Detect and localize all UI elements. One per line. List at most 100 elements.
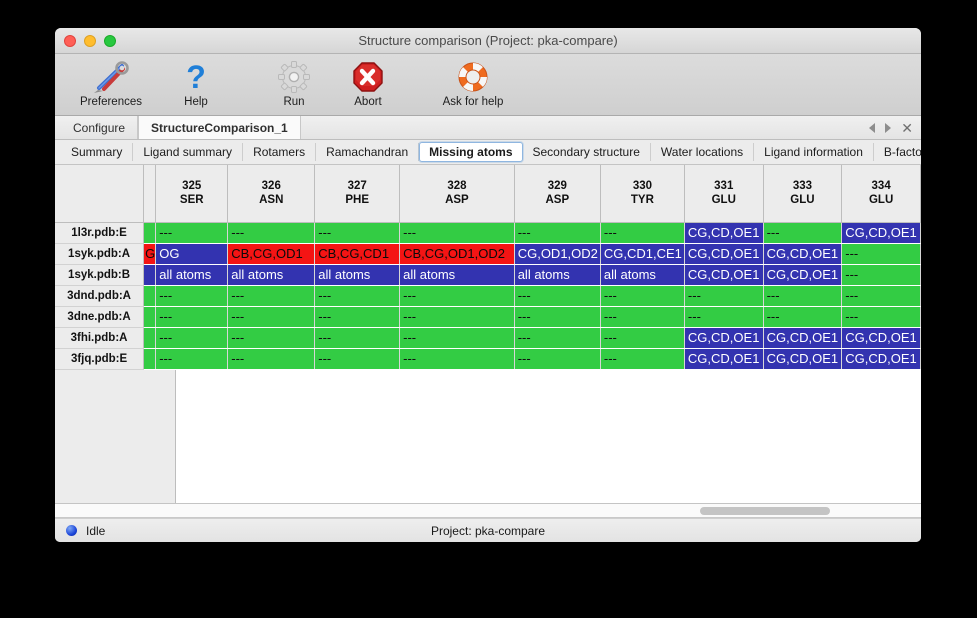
table-row[interactable]: 1l3r.pdb:E --- --- --- --- --- --- CG,CD,OE1 ---… [55,222,921,244]
table-cell[interactable]: --- [314,306,401,328]
table-cell[interactable]: CB,CG,OD1,OD2 [399,243,515,265]
minimize-window-button[interactable] [84,35,96,47]
table-cell[interactable]: CG,CD,OE1 [763,327,843,349]
column-header-327[interactable]: 327 PHE [314,165,401,223]
table-row[interactable]: 1syk.pdb:A G OG CB,CG,OD1 CB,CG,CD1 CB,CG,OD1… [55,243,921,265]
table-cell[interactable]: all atoms [600,264,685,286]
tab-ligand-summary[interactable]: Ligand summary [133,143,244,161]
table-cell[interactable]: --- [514,348,601,370]
table-cell[interactable]: --- [314,348,401,370]
table-cell[interactable]: --- [763,222,843,244]
table-cell[interactable]: --- [314,285,401,307]
tab-water-locations[interactable]: Water locations [651,143,755,161]
table-cell[interactable]: CB,CG,CD1 [314,243,401,265]
table-cell[interactable]: all atoms [399,264,515,286]
table-cell[interactable]: --- [684,306,764,328]
column-header-326[interactable]: 326 ASN [227,165,316,223]
table-cell[interactable]: --- [399,327,515,349]
tab-missing-atoms[interactable]: Missing atoms [419,142,523,162]
table-cell[interactable]: CG,CD,OE1 [763,243,843,265]
table-cell[interactable]: CG,CD,OE1 [684,327,764,349]
table-cell[interactable]: CG,CD,OE1 [684,348,764,370]
table-cell[interactable]: --- [600,222,685,244]
table-cell[interactable]: --- [841,264,921,286]
table-cell[interactable]: --- [155,222,229,244]
table-cell[interactable]: CG,CD1,CE1 [600,243,685,265]
tab-rotamers[interactable]: Rotamers [243,143,317,161]
table-cell[interactable]: CG,CD,OE1 [763,348,843,370]
table-cell[interactable] [143,285,157,307]
table-cell[interactable] [143,222,157,244]
tab-ramachandran[interactable]: Ramachandran [316,143,420,161]
table-cell[interactable]: --- [600,327,685,349]
row-header-3fhi-pdb-a[interactable]: 3fhi.pdb:A [55,327,145,349]
table-cell[interactable]: --- [155,306,229,328]
table-cell[interactable]: CG,CD,OE1 [684,264,764,286]
close-icon[interactable]: ✕ [901,119,913,136]
table-cell[interactable]: --- [155,348,229,370]
table-cell[interactable]: all atoms [155,264,229,286]
table-cell[interactable]: --- [227,306,316,328]
column-header-329[interactable]: 329 ASP [514,165,601,223]
ask-for-help-button[interactable]: Ask for help [425,57,521,108]
table-cell[interactable]: --- [514,306,601,328]
column-header-333[interactable]: 333 GLU [763,165,843,223]
next-icon[interactable] [885,122,892,133]
column-header-328[interactable]: 328 ASP [399,165,515,223]
table-cell[interactable]: --- [314,327,401,349]
tab-b-factors[interactable]: B-factors [874,143,921,161]
column-header-331[interactable]: 331 GLU [684,165,764,223]
table-cell[interactable]: --- [227,348,316,370]
row-header-3dnd-pdb-a[interactable]: 3dnd.pdb:A [55,285,145,307]
table-cell[interactable]: --- [399,306,515,328]
table-cell[interactable]: --- [514,327,601,349]
tab-structurecomparison-1[interactable]: StructureComparison_1 [138,116,301,139]
table-cell[interactable]: CB,CG,OD1 [227,243,316,265]
table-cell[interactable]: all atoms [227,264,316,286]
table-row[interactable]: 3dne.pdb:A --- --- --- --- --- --- --- --- --- [55,306,921,328]
table-cell[interactable]: CG,OD1,OD2 [514,243,601,265]
column-header-334[interactable]: 334 GLU [841,165,921,223]
help-button[interactable]: ? Help [159,57,233,108]
table-cell[interactable]: --- [600,348,685,370]
abort-button[interactable]: Abort [331,57,405,108]
table-cell[interactable]: --- [227,285,316,307]
table-cell[interactable]: --- [841,285,921,307]
zoom-window-button[interactable] [104,35,116,47]
table-row[interactable]: 3fhi.pdb:A --- --- --- --- --- --- CG,CD,OE1 CG,… [55,327,921,349]
table-cell[interactable]: --- [600,306,685,328]
table-row[interactable]: 1syk.pdb:B all atoms all atoms all atoms all… [55,264,921,286]
table-cell[interactable]: --- [514,285,601,307]
table-cell[interactable]: --- [841,306,921,328]
tab-secondary-structure[interactable]: Secondary structure [523,143,651,161]
table-cell[interactable]: --- [314,222,401,244]
table-cell[interactable]: --- [155,285,229,307]
row-header-3dne-pdb-a[interactable]: 3dne.pdb:A [55,306,145,328]
table-cell[interactable]: --- [399,222,515,244]
row-header-3fjq-pdb-e[interactable]: 3fjq.pdb:E [55,348,145,370]
table-cell[interactable]: CG,CD,OE1 [841,222,921,244]
prev-icon[interactable] [869,122,876,133]
close-window-button[interactable] [64,35,76,47]
table-cell[interactable]: CG,CD,OE1 [763,264,843,286]
horizontal-scrollbar[interactable] [55,504,921,518]
table-cell[interactable]: --- [514,222,601,244]
table-cell[interactable]: --- [763,306,843,328]
table-cell[interactable] [143,306,157,328]
table-cell[interactable]: --- [841,243,921,265]
table-cell[interactable]: --- [227,327,316,349]
preferences-button[interactable]: Preferences [63,57,159,108]
column-header-partial[interactable] [143,165,157,223]
horizontal-scrollbar-thumb[interactable] [700,507,830,515]
table-row[interactable]: 3dnd.pdb:A --- --- --- --- --- --- --- --- --- [55,285,921,307]
table-cell[interactable] [143,264,157,286]
table-cell[interactable]: all atoms [314,264,401,286]
table-cell[interactable]: OG [155,243,229,265]
table-cell[interactable]: G [143,243,157,265]
table-cell[interactable]: --- [155,327,229,349]
row-header-1syk-pdb-b[interactable]: 1syk.pdb:B [55,264,145,286]
table-cell[interactable]: CG,CD,OE1 [684,243,764,265]
missing-atoms-table-container[interactable]: 325 SER 326 ASN 327 PHE 328 ASP 329 ASP 330 TYR 331 G… [55,165,921,504]
table-cell[interactable]: CG,CD,OE1 [841,348,921,370]
table-cell[interactable]: CG,CD,OE1 [684,222,764,244]
